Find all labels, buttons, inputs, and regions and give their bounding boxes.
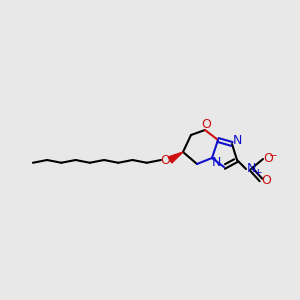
Text: +: + (254, 168, 262, 178)
Text: −: − (268, 151, 278, 161)
Text: O: O (261, 173, 271, 187)
Text: N: N (232, 134, 242, 148)
Text: N: N (246, 163, 256, 176)
Text: O: O (263, 152, 273, 166)
Text: O: O (201, 118, 211, 131)
Polygon shape (168, 152, 183, 163)
Text: O: O (160, 154, 170, 167)
Text: N: N (211, 155, 221, 169)
